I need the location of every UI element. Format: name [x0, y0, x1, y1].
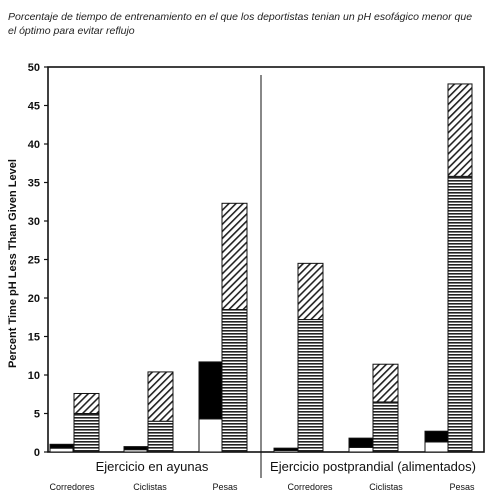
bar-white-segment [198, 418, 223, 453]
labels-layer: 0 5 10 15 20 25 30 35 40 45 50 Percent Time pH Less… [7, 62, 476, 492]
category-label: Pesas [212, 482, 238, 492]
y-tick-label: 10 [28, 370, 40, 382]
bar-hatched-segment [447, 83, 473, 177]
y-tick-label: 5 [34, 409, 40, 421]
bars-layer [49, 83, 473, 453]
bar-white-segment [424, 441, 449, 453]
chart-title: Porcentaje de tiempo de entrenamiento en… [8, 11, 473, 37]
category-label: Corredores [287, 482, 333, 492]
bar-striped-segment [447, 175, 473, 453]
bar-white-segment [348, 446, 374, 453]
y-tick-label: 35 [28, 178, 40, 190]
bar-striped-segment [147, 420, 174, 453]
y-tick-label: 20 [28, 293, 40, 305]
bar-striped-segment [372, 401, 399, 453]
y-tick-label: 30 [28, 216, 40, 228]
y-tick-label: 50 [28, 62, 40, 74]
axis-layer [44, 66, 485, 478]
y-tick-label: 25 [28, 255, 40, 267]
plot-frame [47, 66, 485, 453]
bar-hatched-segment [147, 371, 174, 422]
bar-black-segment [123, 446, 148, 451]
bar-black-segment [273, 447, 299, 451]
bar-black-segment [424, 430, 449, 443]
category-label: Corredores [49, 482, 95, 492]
bar-black-segment [198, 361, 223, 420]
category-label: Ciclistas [369, 482, 403, 492]
y-tick-label: 15 [28, 332, 40, 344]
y-tick-label: 0 [34, 447, 40, 459]
bar-striped-segment [73, 413, 100, 453]
bar-striped-segment [221, 309, 248, 453]
bar-black-segment [348, 437, 374, 448]
category-label: Ciclistas [133, 482, 167, 492]
bar-hatched-segment [73, 392, 100, 415]
y-tick-label: 45 [28, 101, 40, 113]
y-tick-label: 40 [28, 139, 40, 151]
y-axis-label: Percent Time pH Less Than Given Level [7, 159, 19, 368]
group-label: Ejercicio postprandial (alimentados) [270, 459, 476, 474]
category-label: Pesas [449, 482, 475, 492]
bar-black-segment [49, 443, 74, 449]
bar-hatched-segment [221, 202, 248, 311]
bar-striped-segment [297, 319, 324, 453]
bar-white-segment [49, 447, 74, 453]
bar-hatched-segment [297, 262, 324, 321]
group-label: Ejercicio en ayunas [96, 459, 209, 474]
bar-hatched-segment [372, 363, 399, 403]
